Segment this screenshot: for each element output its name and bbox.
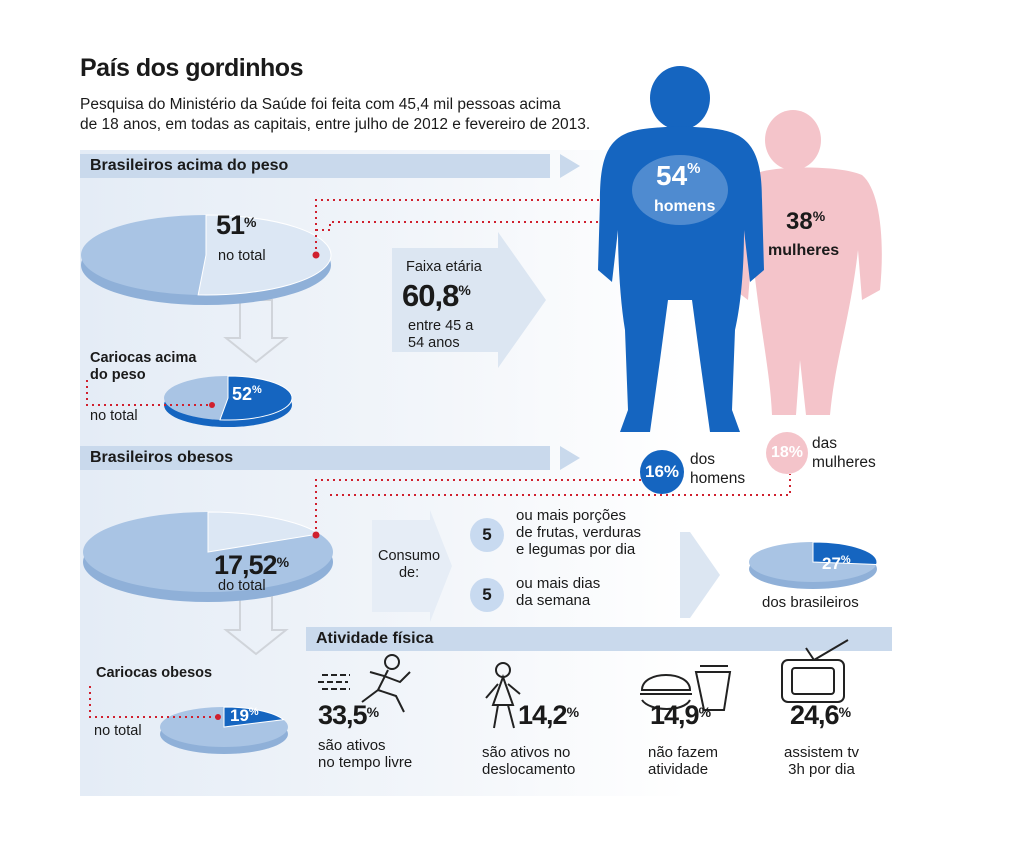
consumption-arrow (680, 532, 720, 618)
rio-overweight-value: 52% (232, 384, 262, 404)
connector-rio-obese (89, 686, 218, 718)
men-obese-label: dos homens (690, 451, 746, 487)
activity-text-3: não fazem atividade (648, 744, 719, 778)
consumption-item1-text: ou mais porções de frutas, verduras e le… (516, 507, 642, 558)
band-arrow-mid (560, 446, 580, 470)
obese-band: Brasileiros obesos (80, 446, 550, 470)
walking-girl-icon (485, 662, 521, 729)
obese-total-value: 17,52% (214, 550, 289, 580)
age-label: Faixa etária (406, 259, 482, 275)
activity-text-4: assistem tv 3h por dia (784, 744, 860, 778)
pie-slice-main-5 (812, 541, 878, 566)
pie-slice-main-1 (197, 214, 332, 296)
activity-band: Atividade física (306, 627, 892, 651)
rio-overweight-total-label: no total (90, 408, 138, 424)
women-obese-badge: 18% (766, 432, 808, 474)
tv-icon (781, 639, 849, 703)
pie-slice-main-2 (219, 375, 293, 421)
running-person-icon (318, 654, 411, 713)
activity-value-2: 14,2% (518, 700, 579, 730)
consumption-item2-text: ou mais dias da semana (516, 575, 601, 609)
consumption-panel-arrow (372, 510, 452, 622)
down-arrow-2 (223, 595, 289, 656)
connector-rio-overweight (86, 380, 212, 406)
activity-text-2: são ativos no deslocamento (482, 744, 576, 778)
fast-food-icon (640, 665, 732, 711)
consumption-item2-number: 5 (470, 578, 504, 612)
overweight-band: Brasileiros acima do peso (80, 154, 550, 178)
activity-value-3: 14,9% (650, 700, 711, 730)
page-title: País dos gordinhos (80, 54, 303, 82)
rio-overweight-label: Cariocas acima do peso (90, 350, 197, 383)
connector-obese-women (330, 474, 791, 496)
consumption-result-label: dos brasileiros (762, 594, 859, 611)
consumption-label: Consumo de: (378, 548, 441, 581)
rio-obese-value: 19% (230, 706, 259, 725)
women-overweight-value: 38% (786, 208, 826, 235)
age-value: 60,8% (402, 278, 471, 313)
connector-overweight-women (316, 221, 790, 231)
activity-item-4: 24,6% (790, 700, 851, 731)
men-overweight-label: homens (654, 198, 716, 215)
women-obese-label: das mulheres (812, 435, 876, 471)
man-silhouette (598, 66, 764, 432)
connector-overweight-men (315, 199, 605, 255)
rio-obese-total-label: no total (94, 723, 142, 739)
consumption-item1-number: 5 (470, 518, 504, 552)
activity-value-4: 24,6% (790, 700, 851, 730)
activity-value-1: 33,5% (318, 700, 379, 730)
activity-item-2: 14,2% (518, 700, 579, 731)
pie-slice-main-4 (223, 706, 285, 728)
woman-silhouette (733, 110, 882, 415)
activity-item-3: 14,9% (650, 700, 711, 731)
overweight-total-value: 51% (216, 210, 257, 240)
activity-text-1: são ativos no tempo livre (318, 737, 413, 771)
activity-item-1: 33,5% são ativos no tempo livre (318, 700, 412, 771)
connector-obese-men (315, 479, 645, 535)
men-overweight-value: 54% (656, 160, 701, 191)
consumption-result-value: 27% (822, 554, 851, 573)
down-arrow-1 (223, 299, 289, 364)
overweight-total-label: no total (218, 248, 266, 264)
pie-slice-main-3 (207, 511, 321, 553)
men-obese-badge: 16% (640, 450, 684, 494)
age-arrow (392, 232, 546, 368)
women-overweight-label: mulheres (768, 242, 840, 259)
band-arrow-top (560, 154, 580, 178)
age-description: entre 45 a 54 anos (408, 318, 474, 351)
obese-total-label: do total (218, 578, 266, 594)
page-subtitle: Pesquisa do Ministério da Saúde foi feit… (80, 96, 591, 133)
rio-obese-label: Cariocas obesos (96, 665, 213, 681)
